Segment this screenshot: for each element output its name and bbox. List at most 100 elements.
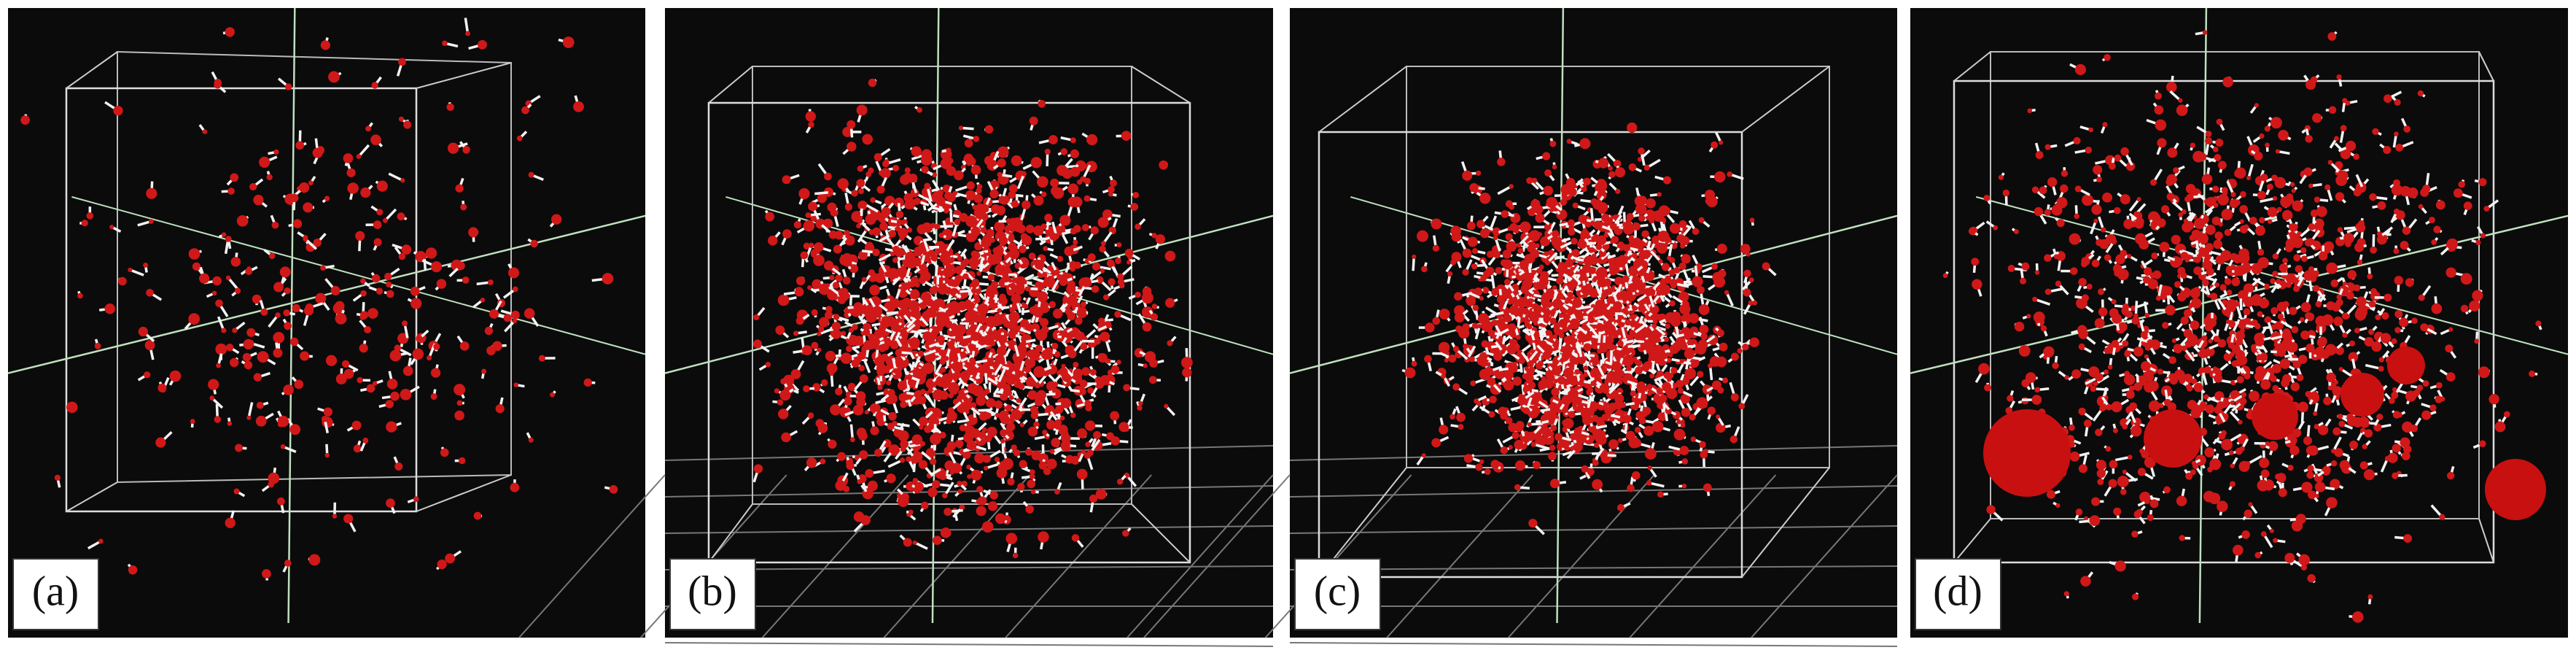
atom (1615, 188, 1621, 194)
atom (1568, 411, 1576, 419)
atom (1070, 166, 1081, 177)
atom (842, 276, 851, 285)
atom (778, 409, 789, 419)
atom (856, 179, 865, 187)
atom (998, 335, 1008, 344)
atom (1081, 276, 1092, 287)
atom (947, 278, 955, 287)
atom (1027, 479, 1036, 489)
atom (1006, 422, 1016, 432)
atom (1135, 223, 1141, 231)
atom (1100, 241, 1106, 247)
atom (851, 190, 858, 197)
atom (868, 269, 876, 276)
atom (943, 208, 949, 214)
atom (1404, 367, 1416, 379)
atom (1085, 441, 1091, 447)
atom (1070, 228, 1077, 235)
atom (908, 300, 919, 312)
atom (966, 440, 977, 451)
atom (1138, 401, 1143, 406)
atom (513, 382, 518, 387)
atom (828, 439, 837, 449)
atom (943, 507, 952, 516)
atom (872, 248, 880, 257)
atom (940, 527, 952, 538)
atom (837, 178, 849, 190)
atom (1043, 467, 1051, 476)
atom (1508, 363, 1519, 374)
atom (1046, 275, 1055, 285)
atom (1121, 131, 1132, 141)
atom (952, 361, 963, 373)
atom (901, 333, 907, 339)
atom (1542, 152, 1551, 160)
atom (1038, 100, 1046, 108)
atom (882, 160, 890, 168)
atom (1458, 424, 1464, 430)
atom (914, 197, 922, 205)
atom (998, 236, 1008, 246)
atom (273, 331, 285, 344)
atom (268, 481, 275, 488)
atom (952, 190, 957, 196)
atom (1042, 271, 1048, 278)
atom (892, 164, 900, 171)
atom (919, 417, 928, 426)
atom (1002, 271, 1009, 279)
atom (795, 317, 804, 325)
atom (1089, 494, 1098, 503)
atom (252, 294, 262, 304)
axis (664, 214, 1274, 374)
atom (427, 355, 432, 361)
atom (208, 379, 219, 390)
atom (1028, 349, 1040, 361)
atom (941, 374, 953, 384)
atom (308, 180, 314, 186)
atom (1100, 375, 1110, 385)
atom (1081, 367, 1091, 376)
atom (980, 227, 987, 233)
atom (398, 116, 404, 122)
atom (1081, 449, 1086, 454)
atom (330, 285, 341, 295)
atom (1711, 141, 1719, 149)
atom (1164, 250, 1176, 262)
atom (1008, 329, 1018, 339)
atom (919, 301, 927, 310)
atom (1508, 444, 1513, 450)
atom (1110, 179, 1117, 187)
atom (1084, 400, 1092, 407)
atom (989, 348, 995, 353)
cube-edge (416, 62, 512, 89)
atom (277, 415, 289, 427)
atom (1118, 422, 1129, 433)
atom (837, 452, 847, 461)
atom (833, 244, 842, 254)
atom (939, 358, 946, 365)
bond (814, 190, 830, 196)
atom (963, 401, 973, 410)
atom (1081, 223, 1089, 231)
atom (862, 134, 873, 145)
atom (335, 374, 347, 384)
atom (1537, 360, 1544, 368)
atom (985, 287, 996, 298)
atom (412, 348, 424, 360)
atom (779, 389, 791, 401)
atom (1064, 246, 1074, 257)
atom (1014, 372, 1022, 379)
atom (266, 174, 273, 181)
atom (900, 492, 909, 501)
atom (820, 458, 826, 465)
atom (397, 212, 405, 221)
atom (1110, 365, 1120, 374)
atom (1008, 312, 1020, 323)
atom (1054, 489, 1060, 495)
atom (1066, 284, 1076, 294)
atom (1679, 446, 1689, 455)
atom (230, 257, 241, 267)
atom (1117, 273, 1124, 280)
atom (1439, 309, 1450, 320)
atom (1150, 313, 1159, 321)
